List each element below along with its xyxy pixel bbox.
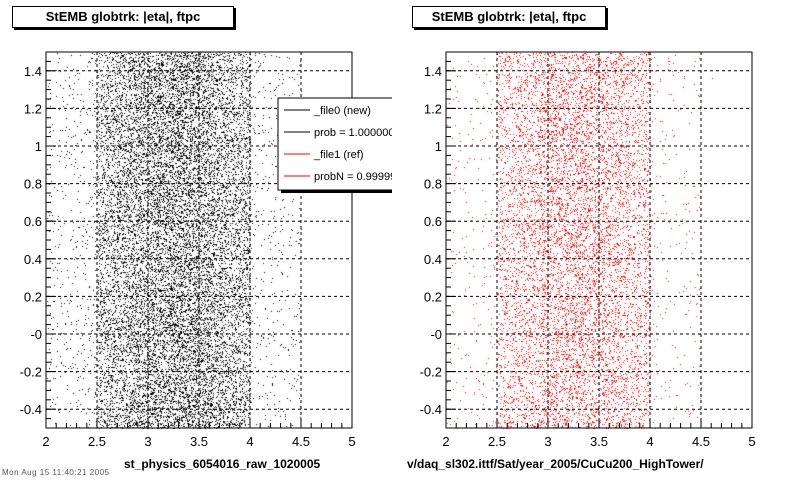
x-tick-label: 4 [646,434,653,449]
legend-label: probN = 0.999999 [314,171,402,183]
x-axis-label-right: v/daq_sl302.ittf/Sat/year_2005/CuCu200_H… [407,457,704,471]
y-tick-label: -0 [30,327,42,342]
y-tick-label: 1 [35,139,42,154]
y-tick-label: 1.2 [24,101,42,116]
y-tick-label: 1 [435,139,442,154]
x-tick-label: 3 [544,434,551,449]
y-tick-label: -0.2 [20,365,42,380]
y-tick-label: 0.2 [424,289,442,304]
y-tick-label: -0.2 [420,365,442,380]
chart-title-right: StEMB globtrk: |eta|, ftpc [412,6,606,28]
y-tick-label: -0.4 [420,402,442,417]
x-tick-label: 3 [144,434,151,449]
x-tick-label: 5 [748,434,755,449]
x-axis-label-left: st_physics_6054016_raw_1020005 [124,457,321,471]
y-tick-label: 0.2 [24,289,42,304]
legend: _file0 (new) prob = 1.000000 _file1 (ref) p… [277,97,402,193]
y-tick-label: -0 [430,327,442,342]
y-tick-label: 1.2 [424,101,442,116]
x-tick-label: 5 [348,434,355,449]
legend-label: _file1 (ref) [313,149,364,161]
x-tick-label: 2.5 [488,434,506,449]
x-tick-label: 2 [42,434,49,449]
x-tick-label: 3.5 [590,434,608,449]
x-tick-label: 3.5 [190,434,208,449]
legend-label: prob = 1.000000 [314,127,394,139]
axes-left: 2 2.5 3 3.5 4 4.5 5 -0.4 -0.2 -0 0.2 0.4 0.6 0.8 1 1.2 1… [20,51,356,449]
footnote: Mon Aug 15 11:40:21 2005 [2,468,110,477]
legend-box [277,97,392,191]
y-tick-label: 0.8 [424,177,442,192]
legend-label: _file0 (new) [313,105,371,117]
y-tick-label: 0.4 [24,252,42,267]
x-tick-label: 2 [442,434,449,449]
y-tick-label: 0.4 [424,252,442,267]
x-tick-label: 4.5 [692,434,710,449]
y-tick-label: 0.6 [24,214,42,229]
x-tick-label: 4 [246,434,253,449]
y-tick-label: -0.4 [20,402,42,417]
y-tick-label: 1.4 [24,64,42,79]
y-tick-label: 1.4 [424,64,442,79]
chart-title-left: StEMB globtrk: |eta|, ftpc [12,6,234,28]
y-tick-label: 0.8 [24,177,42,192]
axes-right: 2 2.5 3 3.5 4 4.5 5 -0.4 -0.2 -0 0.2 0.4 0.6 0.8 1 1.2 1… [420,51,756,449]
y-tick-label: 0.6 [424,214,442,229]
x-tick-label: 2.5 [88,434,106,449]
x-tick-label: 4.5 [292,434,310,449]
